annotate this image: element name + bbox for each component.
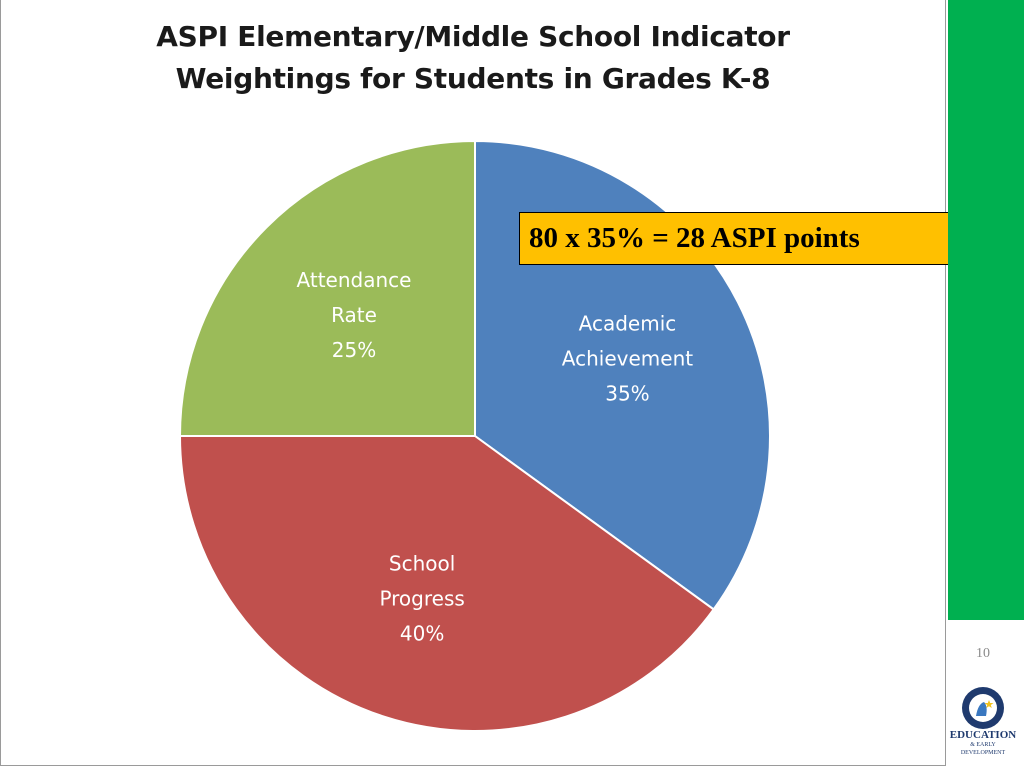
chart-title-line-1: ASPI Elementary/Middle School Indicator xyxy=(156,20,790,53)
slice-school-progress-label: School Progress 40% xyxy=(379,552,464,646)
green-sidebar xyxy=(948,0,1024,620)
slice-attendance-rate-label: Attendance Rate 25% xyxy=(297,268,412,362)
chart-title-line-2: Weightings for Students in Grades K-8 xyxy=(175,62,771,95)
pie-chart: Academic Achievement 35% School Progress 40% A… xyxy=(178,139,771,732)
department-logo: EDUCATION & EARLY DEVELOPMENT xyxy=(948,686,1018,758)
slice-school-progress xyxy=(178,435,716,732)
seal-icon xyxy=(962,687,1004,729)
logo-text-line-1: EDUCATION xyxy=(949,729,1017,741)
chart-title: ASPI Elementary/Middle School Indicator … xyxy=(0,16,946,100)
page-number: 10 xyxy=(976,646,990,661)
slice-academic-achievement-label: Academic Achievement 35% xyxy=(562,311,693,405)
slice-attendance-rate xyxy=(178,139,476,437)
calculation-callout: 80 x 35% = 28 ASPI points xyxy=(519,212,956,265)
logo-text-line-2: & EARLY DEVELOPMENT xyxy=(960,742,1006,756)
